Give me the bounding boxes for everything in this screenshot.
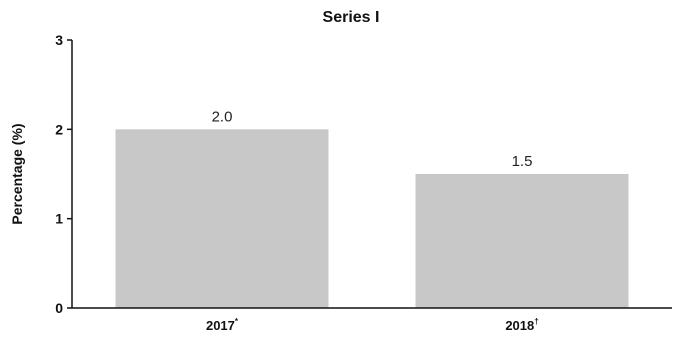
bar-2018 [415,174,629,308]
x-tick-label-2017: 2017* [206,317,239,333]
data-label-2018: 1.5 [512,153,533,170]
data-label-2017: 2.0 [212,108,233,125]
y-tick-label-0: 0 [55,300,63,316]
bars [115,129,629,308]
bar-2017 [115,129,329,308]
y-tick-label-1: 1 [55,211,63,227]
y-tick-label-3: 3 [55,32,63,48]
x-axis-labels: 2017* 2018† [206,317,539,333]
y-tick-label-2: 2 [55,121,63,137]
chart-title: Series I [323,9,380,26]
data-labels: 2.0 1.5 [212,108,533,170]
x-tick-label-2018: 2018† [505,317,538,333]
y-axis-label: Percentage (%) [9,123,25,224]
y-axis-ticks: 0 1 2 3 [55,32,72,316]
